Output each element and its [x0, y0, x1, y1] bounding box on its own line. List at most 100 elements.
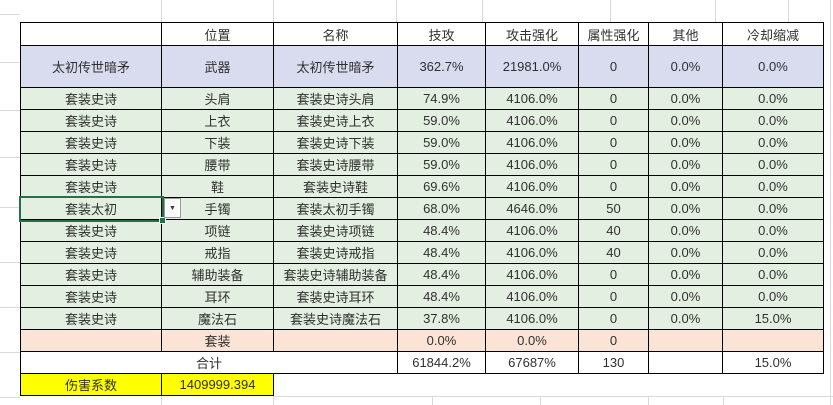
- sheet-cell[interactable]: 0.0%: [723, 154, 824, 176]
- sheet-cell[interactable]: 上衣: [162, 110, 274, 132]
- sheet-cell[interactable]: 362.7%: [398, 46, 486, 88]
- sheet-cell[interactable]: 0.0%: [649, 46, 723, 88]
- sheet-cell[interactable]: 套装太初手镯: [274, 198, 398, 220]
- sheet-cell[interactable]: 套装史诗耳环: [274, 286, 398, 308]
- sheet-cell[interactable]: 0.0%: [486, 330, 579, 352]
- sheet-cell[interactable]: 0: [579, 154, 649, 176]
- damage-coefficient-value-cell[interactable]: 1409999.394: [162, 374, 274, 396]
- sheet-cell[interactable]: 套装史诗上衣: [274, 110, 398, 132]
- sheet-cell[interactable]: 套装史诗项链: [274, 220, 398, 242]
- sheet-cell[interactable]: 项链: [162, 220, 274, 242]
- sheet-cell[interactable]: 套装史诗: [21, 132, 162, 154]
- data-validation-dropdown-button[interactable]: ▼: [164, 198, 181, 218]
- sheet-cell[interactable]: 0.0%: [723, 242, 824, 264]
- sheet-cell[interactable]: 0.0%: [649, 154, 723, 176]
- sheet-cell[interactable]: 套装: [162, 330, 274, 352]
- header-cell[interactable]: 名称: [274, 23, 398, 46]
- sheet-cell[interactable]: 48.4%: [398, 286, 486, 308]
- sheet-cell[interactable]: 太初传世暗矛: [274, 46, 398, 88]
- sheet-cell[interactable]: 0: [579, 264, 649, 286]
- sheet-cell[interactable]: [649, 330, 723, 352]
- sheet-cell[interactable]: 4646.0%: [486, 198, 579, 220]
- sheet-cell[interactable]: 0.0%: [649, 264, 723, 286]
- sheet-cell[interactable]: 0: [579, 88, 649, 110]
- sheet-cell[interactable]: 套装史诗戒指: [274, 242, 398, 264]
- sheet-cell[interactable]: 0.0%: [723, 110, 824, 132]
- sheet-cell[interactable]: 59.0%: [398, 154, 486, 176]
- sheet-cell[interactable]: 手镯: [162, 198, 274, 220]
- sheet-cell[interactable]: 耳环: [162, 286, 274, 308]
- sheet-cell[interactable]: 0.0%: [723, 88, 824, 110]
- sheet-cell[interactable]: 0.0%: [723, 46, 824, 88]
- total-attack-boost-cell[interactable]: 67687%: [486, 352, 579, 374]
- sheet-cell[interactable]: 4106.0%: [486, 286, 579, 308]
- sheet-cell[interactable]: 套装史诗: [21, 286, 162, 308]
- sheet-cell[interactable]: 0.0%: [649, 176, 723, 198]
- sheet-cell[interactable]: 0.0%: [649, 308, 723, 330]
- sheet-cell[interactable]: 74.9%: [398, 88, 486, 110]
- header-cell[interactable]: 攻击强化: [486, 23, 579, 46]
- total-label-cell[interactable]: 合计: [21, 352, 398, 374]
- total-attribute-boost-cell[interactable]: 130: [579, 352, 649, 374]
- sheet-cell[interactable]: 套装史诗: [21, 264, 162, 286]
- sheet-cell[interactable]: 0: [579, 46, 649, 88]
- damage-coefficient-label-cell[interactable]: 伤害系数: [21, 374, 162, 396]
- sheet-cell[interactable]: 4106.0%: [486, 154, 579, 176]
- sheet-cell[interactable]: 0.0%: [649, 198, 723, 220]
- sheet-cell[interactable]: 套装史诗: [21, 88, 162, 110]
- total-other-cell[interactable]: [649, 352, 723, 374]
- sheet-cell[interactable]: 0: [579, 132, 649, 154]
- sheet-cell[interactable]: 套装史诗: [21, 176, 162, 198]
- sheet-cell[interactable]: 0.0%: [723, 264, 824, 286]
- sheet-cell[interactable]: 15.0%: [723, 308, 824, 330]
- sheet-cell[interactable]: [21, 330, 162, 352]
- sheet-cell[interactable]: 4106.0%: [486, 242, 579, 264]
- sheet-cell[interactable]: 0: [579, 308, 649, 330]
- sheet-cell[interactable]: 37.8%: [398, 308, 486, 330]
- sheet-cell[interactable]: 40: [579, 242, 649, 264]
- sheet-cell[interactable]: 0.0%: [649, 220, 723, 242]
- sheet-cell[interactable]: 0: [579, 176, 649, 198]
- sheet-cell[interactable]: 武器: [162, 46, 274, 88]
- sheet-cell[interactable]: 40: [579, 220, 649, 242]
- sheet-cell[interactable]: 太初传世暗矛: [21, 46, 162, 88]
- sheet-cell[interactable]: 68.0%: [398, 198, 486, 220]
- sheet-cell[interactable]: 0.0%: [649, 88, 723, 110]
- sheet-cell[interactable]: 套装史诗鞋: [274, 176, 398, 198]
- header-cell[interactable]: 冷却缩减: [723, 23, 824, 46]
- sheet-cell[interactable]: 4106.0%: [486, 308, 579, 330]
- sheet-cell[interactable]: 腰带: [162, 154, 274, 176]
- sheet-cell[interactable]: 0.0%: [723, 198, 824, 220]
- sheet-cell[interactable]: 下装: [162, 132, 274, 154]
- sheet-cell[interactable]: 0: [579, 330, 649, 352]
- sheet-cell[interactable]: 4106.0%: [486, 264, 579, 286]
- sheet-cell[interactable]: 0.0%: [723, 286, 824, 308]
- sheet-cell[interactable]: 套装史诗魔法石: [274, 308, 398, 330]
- header-cell[interactable]: 属性强化: [579, 23, 649, 46]
- sheet-cell[interactable]: 48.4%: [398, 220, 486, 242]
- header-cell[interactable]: 位置: [162, 23, 274, 46]
- sheet-cell[interactable]: 59.0%: [398, 132, 486, 154]
- sheet-cell[interactable]: 59.0%: [398, 110, 486, 132]
- sheet-cell[interactable]: 魔法石: [162, 308, 274, 330]
- sheet-cell[interactable]: 4106.0%: [486, 110, 579, 132]
- header-cell[interactable]: 技攻: [398, 23, 486, 46]
- sheet-cell[interactable]: 4106.0%: [486, 220, 579, 242]
- sheet-cell[interactable]: 套装史诗: [21, 154, 162, 176]
- sheet-cell[interactable]: 0.0%: [649, 286, 723, 308]
- sheet-cell[interactable]: [723, 330, 824, 352]
- sheet-cell[interactable]: 48.4%: [398, 242, 486, 264]
- sheet-cell[interactable]: 套装史诗: [21, 110, 162, 132]
- sheet-cell[interactable]: 0.0%: [649, 242, 723, 264]
- sheet-cell[interactable]: 头肩: [162, 88, 274, 110]
- sheet-cell[interactable]: 套装史诗: [21, 242, 162, 264]
- sheet-cell[interactable]: 0.0%: [649, 110, 723, 132]
- sheet-cell[interactable]: 4106.0%: [486, 88, 579, 110]
- sheet-cell[interactable]: 套装史诗下装: [274, 132, 398, 154]
- sheet-cell[interactable]: 4106.0%: [486, 176, 579, 198]
- sheet-cell[interactable]: 戒指: [162, 242, 274, 264]
- sheet-cell[interactable]: 0.0%: [723, 220, 824, 242]
- selection-fill-handle[interactable]: [159, 217, 166, 224]
- sheet-cell[interactable]: 0.0%: [649, 132, 723, 154]
- sheet-cell[interactable]: 50: [579, 198, 649, 220]
